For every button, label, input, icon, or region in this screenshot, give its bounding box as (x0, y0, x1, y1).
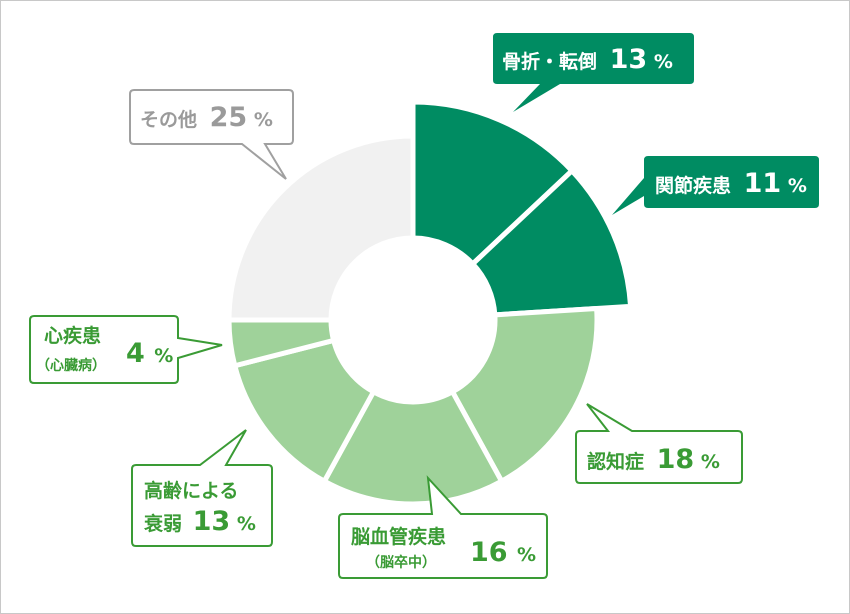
slice-4 (321, 389, 505, 507)
label-joint-unit: % (788, 175, 807, 197)
label-frailty-name-2: 衰弱 (143, 512, 182, 535)
svg-text:骨折・転倒 13 %: 骨折・転倒 13 % (502, 44, 673, 75)
svg-text:4 %: 4 % (126, 338, 173, 369)
label-heart-name: 心疾患 (44, 324, 101, 347)
label-dementia-value: 18 (657, 444, 695, 475)
callout-joint-bubble (612, 156, 819, 215)
label-frailty-name-1: 高齢による (144, 479, 238, 502)
callout-frailty-bubble (131, 429, 273, 547)
label-joint-value: 11 (744, 168, 782, 199)
callout-dementia: 認知症 18 % (575, 403, 743, 484)
slice-3 (450, 305, 600, 484)
callout-fracture: 骨折・転倒 13 % (493, 33, 694, 112)
callout-stroke-bubble (338, 475, 548, 579)
label-heart-sub: （心臓病） (36, 357, 106, 374)
callout-stroke: 脳血管疾患 （脳卒中） 16 % (338, 475, 548, 579)
slice-1 (410, 99, 575, 267)
callout-frailty: 高齢による 衰弱 13 % (131, 429, 273, 547)
label-stroke-value: 16 (470, 537, 508, 568)
callout-joint: 関節疾患 11 % (612, 156, 819, 215)
svg-text:その他 25 %: その他 25 % (140, 102, 273, 133)
label-fracture-value: 13 (610, 44, 648, 75)
label-stroke-unit: % (517, 544, 536, 566)
label-other-unit: % (254, 109, 273, 131)
label-other-name: その他 (140, 108, 197, 131)
label-other-value: 25 (210, 102, 248, 133)
callout-dementia-bubble (575, 403, 743, 484)
svg-text:衰弱 13 %: 衰弱 13 % (143, 506, 256, 537)
slice-2 (470, 168, 634, 318)
callout-fracture-bubble (493, 33, 694, 112)
slices-group (226, 99, 634, 507)
callout-heart-bubble (29, 315, 223, 384)
label-stroke-name: 脳血管疾患 (350, 525, 446, 548)
label-dementia-name: 認知症 (587, 450, 644, 473)
callout-other-bubble (129, 89, 294, 180)
slice-5 (232, 337, 376, 484)
label-stroke-sub: （脳卒中） (366, 554, 436, 571)
label-fracture-unit: % (654, 51, 673, 73)
callout-heart: 心疾患 （心臓病） 4 % (29, 315, 223, 384)
svg-text:関節疾患 11 %: 関節疾患 11 % (655, 168, 807, 199)
label-joint-name: 関節疾患 (655, 174, 731, 197)
label-fracture-name: 骨折・転倒 (502, 50, 597, 73)
label-heart-unit: % (154, 345, 173, 367)
label-dementia-unit: % (701, 451, 720, 473)
label-frailty-unit: % (237, 513, 256, 535)
callout-other: その他 25 % (129, 89, 294, 180)
svg-text:16 %: 16 % (470, 537, 536, 568)
svg-text:認知症 18 %: 認知症 18 % (587, 444, 720, 475)
slice-7 (226, 133, 416, 323)
label-frailty-value: 13 (193, 506, 231, 537)
label-heart-value: 4 (126, 338, 145, 369)
